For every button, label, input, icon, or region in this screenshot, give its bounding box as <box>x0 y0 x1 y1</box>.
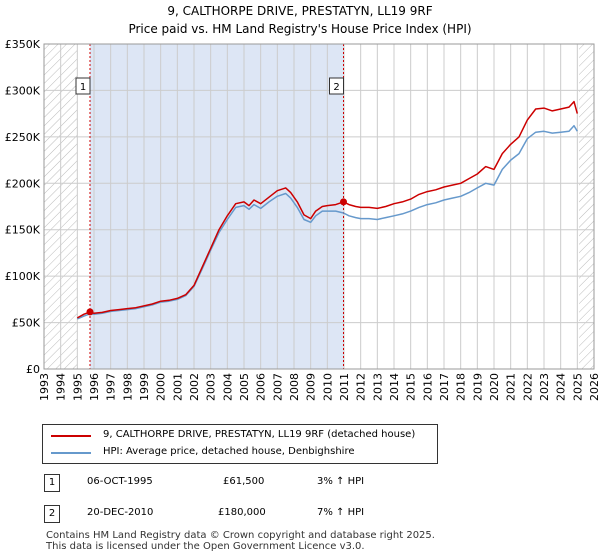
plot-frame <box>43 43 595 370</box>
x-tick-label: 2002 <box>188 373 201 401</box>
sale-marker-label: 2 <box>333 82 339 93</box>
x-tick-label: 2008 <box>288 373 301 401</box>
x-tick-label: 2023 <box>538 373 551 401</box>
x-tick-label: 2011 <box>338 373 351 401</box>
x-tick-label: 2024 <box>555 373 568 401</box>
transaction-hpi-change: 7% ↑ HPI <box>317 507 365 518</box>
footer-copyright: Contains HM Land Registry data © Crown c… <box>46 530 435 541</box>
x-tick-label: 2022 <box>521 373 534 401</box>
x-tick-label: 2026 <box>588 373 600 401</box>
y-tick-label: £150K <box>5 224 41 237</box>
x-tick-label: 2018 <box>455 373 468 401</box>
transaction-price: £180,000 <box>218 507 266 518</box>
x-tick-label: 1994 <box>55 373 68 401</box>
sale-marker-box <box>329 77 344 95</box>
x-tick-label: 2014 <box>388 373 401 401</box>
y-tick-label: £300K <box>5 84 41 97</box>
x-tick-label: 2010 <box>321 373 334 401</box>
x-tick-label: 2004 <box>221 373 234 401</box>
sale-marker-box <box>75 77 91 95</box>
sale-point <box>340 198 347 206</box>
legend-hpi-swatch <box>51 452 91 454</box>
y-tick-label: £350K <box>5 38 41 51</box>
x-tick-label: 2017 <box>438 373 451 401</box>
y-tick-label: £0 <box>26 363 40 376</box>
x-tick-label: 1998 <box>121 373 134 401</box>
x-tick-label: 2001 <box>171 373 184 401</box>
x-tick-label: 2020 <box>488 373 501 401</box>
x-tick-label: 2025 <box>571 373 584 401</box>
x-tick-label: 2005 <box>238 373 251 401</box>
footer: Contains HM Land Registry data © Crown c… <box>46 530 435 552</box>
y-tick-label: £50K <box>12 317 41 330</box>
x-tick-label: 2016 <box>421 373 434 401</box>
y-tick-label: £250K <box>5 131 41 144</box>
x-tick-label: 2015 <box>405 373 418 401</box>
x-tick-label: 2003 <box>205 373 218 401</box>
chart-title-address: 9, CALTHORPE DRIVE, PRESTATYN, LL19 9RF <box>167 4 433 18</box>
x-tick-label: 2021 <box>505 373 518 401</box>
sale-marker-label: 1 <box>80 82 86 93</box>
legend: 9, CALTHORPE DRIVE, PRESTATYN, LL19 9RF … <box>42 424 438 464</box>
x-tick-label: 2000 <box>155 373 168 401</box>
footer-licence: This data is licensed under the Open Gov… <box>46 541 365 552</box>
x-tick-label: 2007 <box>271 373 284 401</box>
legend-price-swatch <box>51 435 91 437</box>
x-tick-label: 2012 <box>355 373 368 401</box>
transaction-price: £61,500 <box>223 476 265 487</box>
transaction-number: 1 <box>44 474 60 492</box>
price-paid-line <box>76 100 579 319</box>
transaction-hpi-change: 3% ↑ HPI <box>317 476 365 487</box>
no-data-hatch <box>579 44 594 369</box>
legend-price-label: 9, CALTHORPE DRIVE, PRESTATYN, LL19 9RF … <box>103 429 416 440</box>
hpi-line <box>77 124 578 320</box>
x-tick-label: 1995 <box>71 373 84 401</box>
y-tick-label: £100K <box>5 270 41 283</box>
x-tick-label: 2013 <box>371 373 384 401</box>
x-tick-label: 1997 <box>105 373 118 401</box>
transaction-date: 20-DEC-2010 <box>87 507 154 518</box>
chart-subtitle: Price paid vs. HM Land Registry's House … <box>128 22 472 36</box>
sale-point <box>86 308 94 316</box>
legend-hpi-label: HPI: Average price, detached house, Denb… <box>103 446 355 457</box>
x-tick-label: 1996 <box>88 373 101 401</box>
x-tick-label: 2019 <box>471 373 484 401</box>
transaction-date: 06-OCT-1995 <box>87 476 153 487</box>
x-tick-label: 1999 <box>138 373 151 401</box>
ownership-period-shade <box>90 44 344 369</box>
price-chart: 1 2 £0 £50K £100K £150K £200K £250K £300K £350K 19… <box>5 38 600 401</box>
transaction-number: 2 <box>44 505 60 523</box>
x-tick-label: 2009 <box>305 373 318 401</box>
x-tick-label: 1993 <box>38 373 51 401</box>
y-tick-label: £200K <box>5 177 41 190</box>
x-tick-label: 2006 <box>255 373 268 401</box>
